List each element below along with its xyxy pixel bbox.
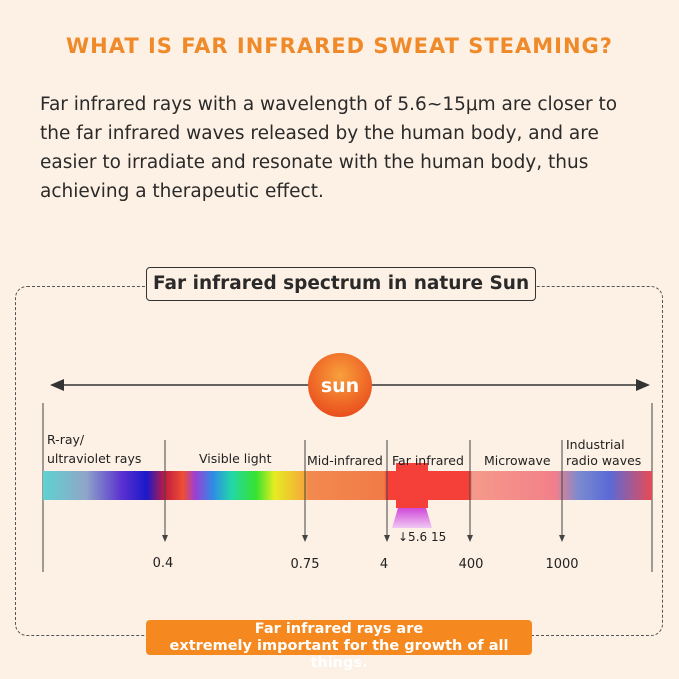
footer-banner: Far infrared rays are extremely importan… xyxy=(146,620,532,671)
spectrum-bar xyxy=(43,471,652,500)
far-infrared-highlight xyxy=(396,463,428,508)
band-label-radio-2: radio waves xyxy=(566,453,641,468)
tick-label: 1000 xyxy=(545,557,578,572)
tick-label: 400 xyxy=(459,557,484,572)
sun-icon xyxy=(308,353,372,417)
footer-line-2: extremely important for the growth of al… xyxy=(169,638,509,671)
emission-beam-icon xyxy=(392,508,432,528)
tick-label: 0.75 xyxy=(291,557,320,572)
band-label-microwave: Microwave xyxy=(484,453,551,468)
tick-label: 4 xyxy=(380,557,388,572)
band-label-far-infrared: Far infrared xyxy=(392,453,464,468)
tick-arrow-icon xyxy=(302,535,308,542)
arrow-right-icon xyxy=(636,379,650,391)
tick-arrow-icon xyxy=(384,535,390,542)
highlight-range-label: ↓5.6 15 xyxy=(398,530,446,544)
tick-arrow-icon xyxy=(162,535,168,542)
tick-label: 0.4 xyxy=(153,556,174,571)
tick-arrow-icon xyxy=(559,535,565,542)
arrow-left-icon xyxy=(50,379,64,391)
band-label-visible: Visible light xyxy=(199,451,272,466)
band-label-uv-2: ultraviolet rays xyxy=(47,451,141,466)
sun-label: sun xyxy=(321,375,359,397)
band-label-mid-infrared: Mid-infrared xyxy=(307,453,383,468)
intro-paragraph: Far infrared rays with a wavelength of 5… xyxy=(40,94,618,202)
page-title: WHAT IS FAR INFRARED SWEAT STEAMING? xyxy=(66,34,613,58)
band-label-radio-1: Industrial xyxy=(566,437,625,452)
spectrum-heading: Far infrared spectrum in nature Sun xyxy=(146,267,537,301)
footer-line-1: Far infrared rays are xyxy=(254,621,424,637)
band-label-uv-1: R-ray/ xyxy=(47,432,85,447)
tick-arrow-icon xyxy=(467,535,473,542)
